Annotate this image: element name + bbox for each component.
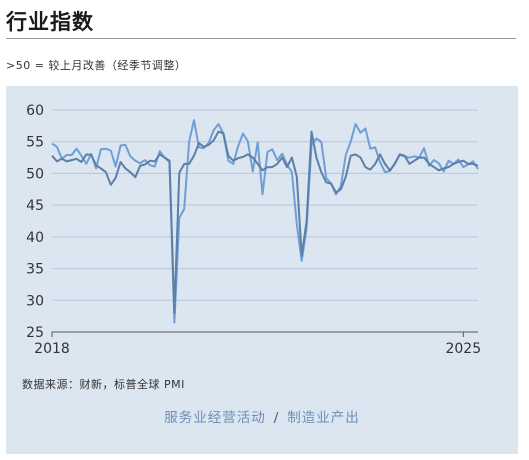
manufacturing-output-tab[interactable]: 制造业产出 <box>287 410 360 426</box>
x-tick-label: 2018 <box>34 341 70 357</box>
title-divider <box>6 38 516 39</box>
services-activity-tab[interactable]: 服务业经营活动 <box>164 410 266 426</box>
y-tick-label: 50 <box>26 166 44 182</box>
page-title: 行业指数 <box>6 10 94 34</box>
chart-panel: 25 30 35 40 45 50 55 60 2018 2025 数据来源：财新，标普全球 PM… <box>6 86 518 454</box>
y-tick-label: 55 <box>26 135 44 151</box>
y-tick-label: 30 <box>26 293 44 309</box>
line-chart: 25 30 35 40 45 50 55 60 2018 2025 <box>26 103 481 357</box>
y-tick-label: 35 <box>26 262 44 278</box>
chart-toggle: 服务业经营活动 / 制造业产出 <box>6 406 518 426</box>
series-line-2 <box>51 130 479 314</box>
series-line-1 <box>51 119 479 324</box>
y-tick-label: 40 <box>26 230 44 246</box>
chart-subtitle: >50 = 较上月改善（经季节调整） <box>6 59 187 72</box>
toggle-separator: / <box>273 410 280 426</box>
y-tick-label: 60 <box>26 103 44 119</box>
y-tick-label: 25 <box>26 325 44 341</box>
y-tick-label: 45 <box>26 198 44 214</box>
x-tick-label: 2025 <box>445 341 481 357</box>
source-note: 数据来源：财新，标普全球 PMI <box>22 378 185 391</box>
